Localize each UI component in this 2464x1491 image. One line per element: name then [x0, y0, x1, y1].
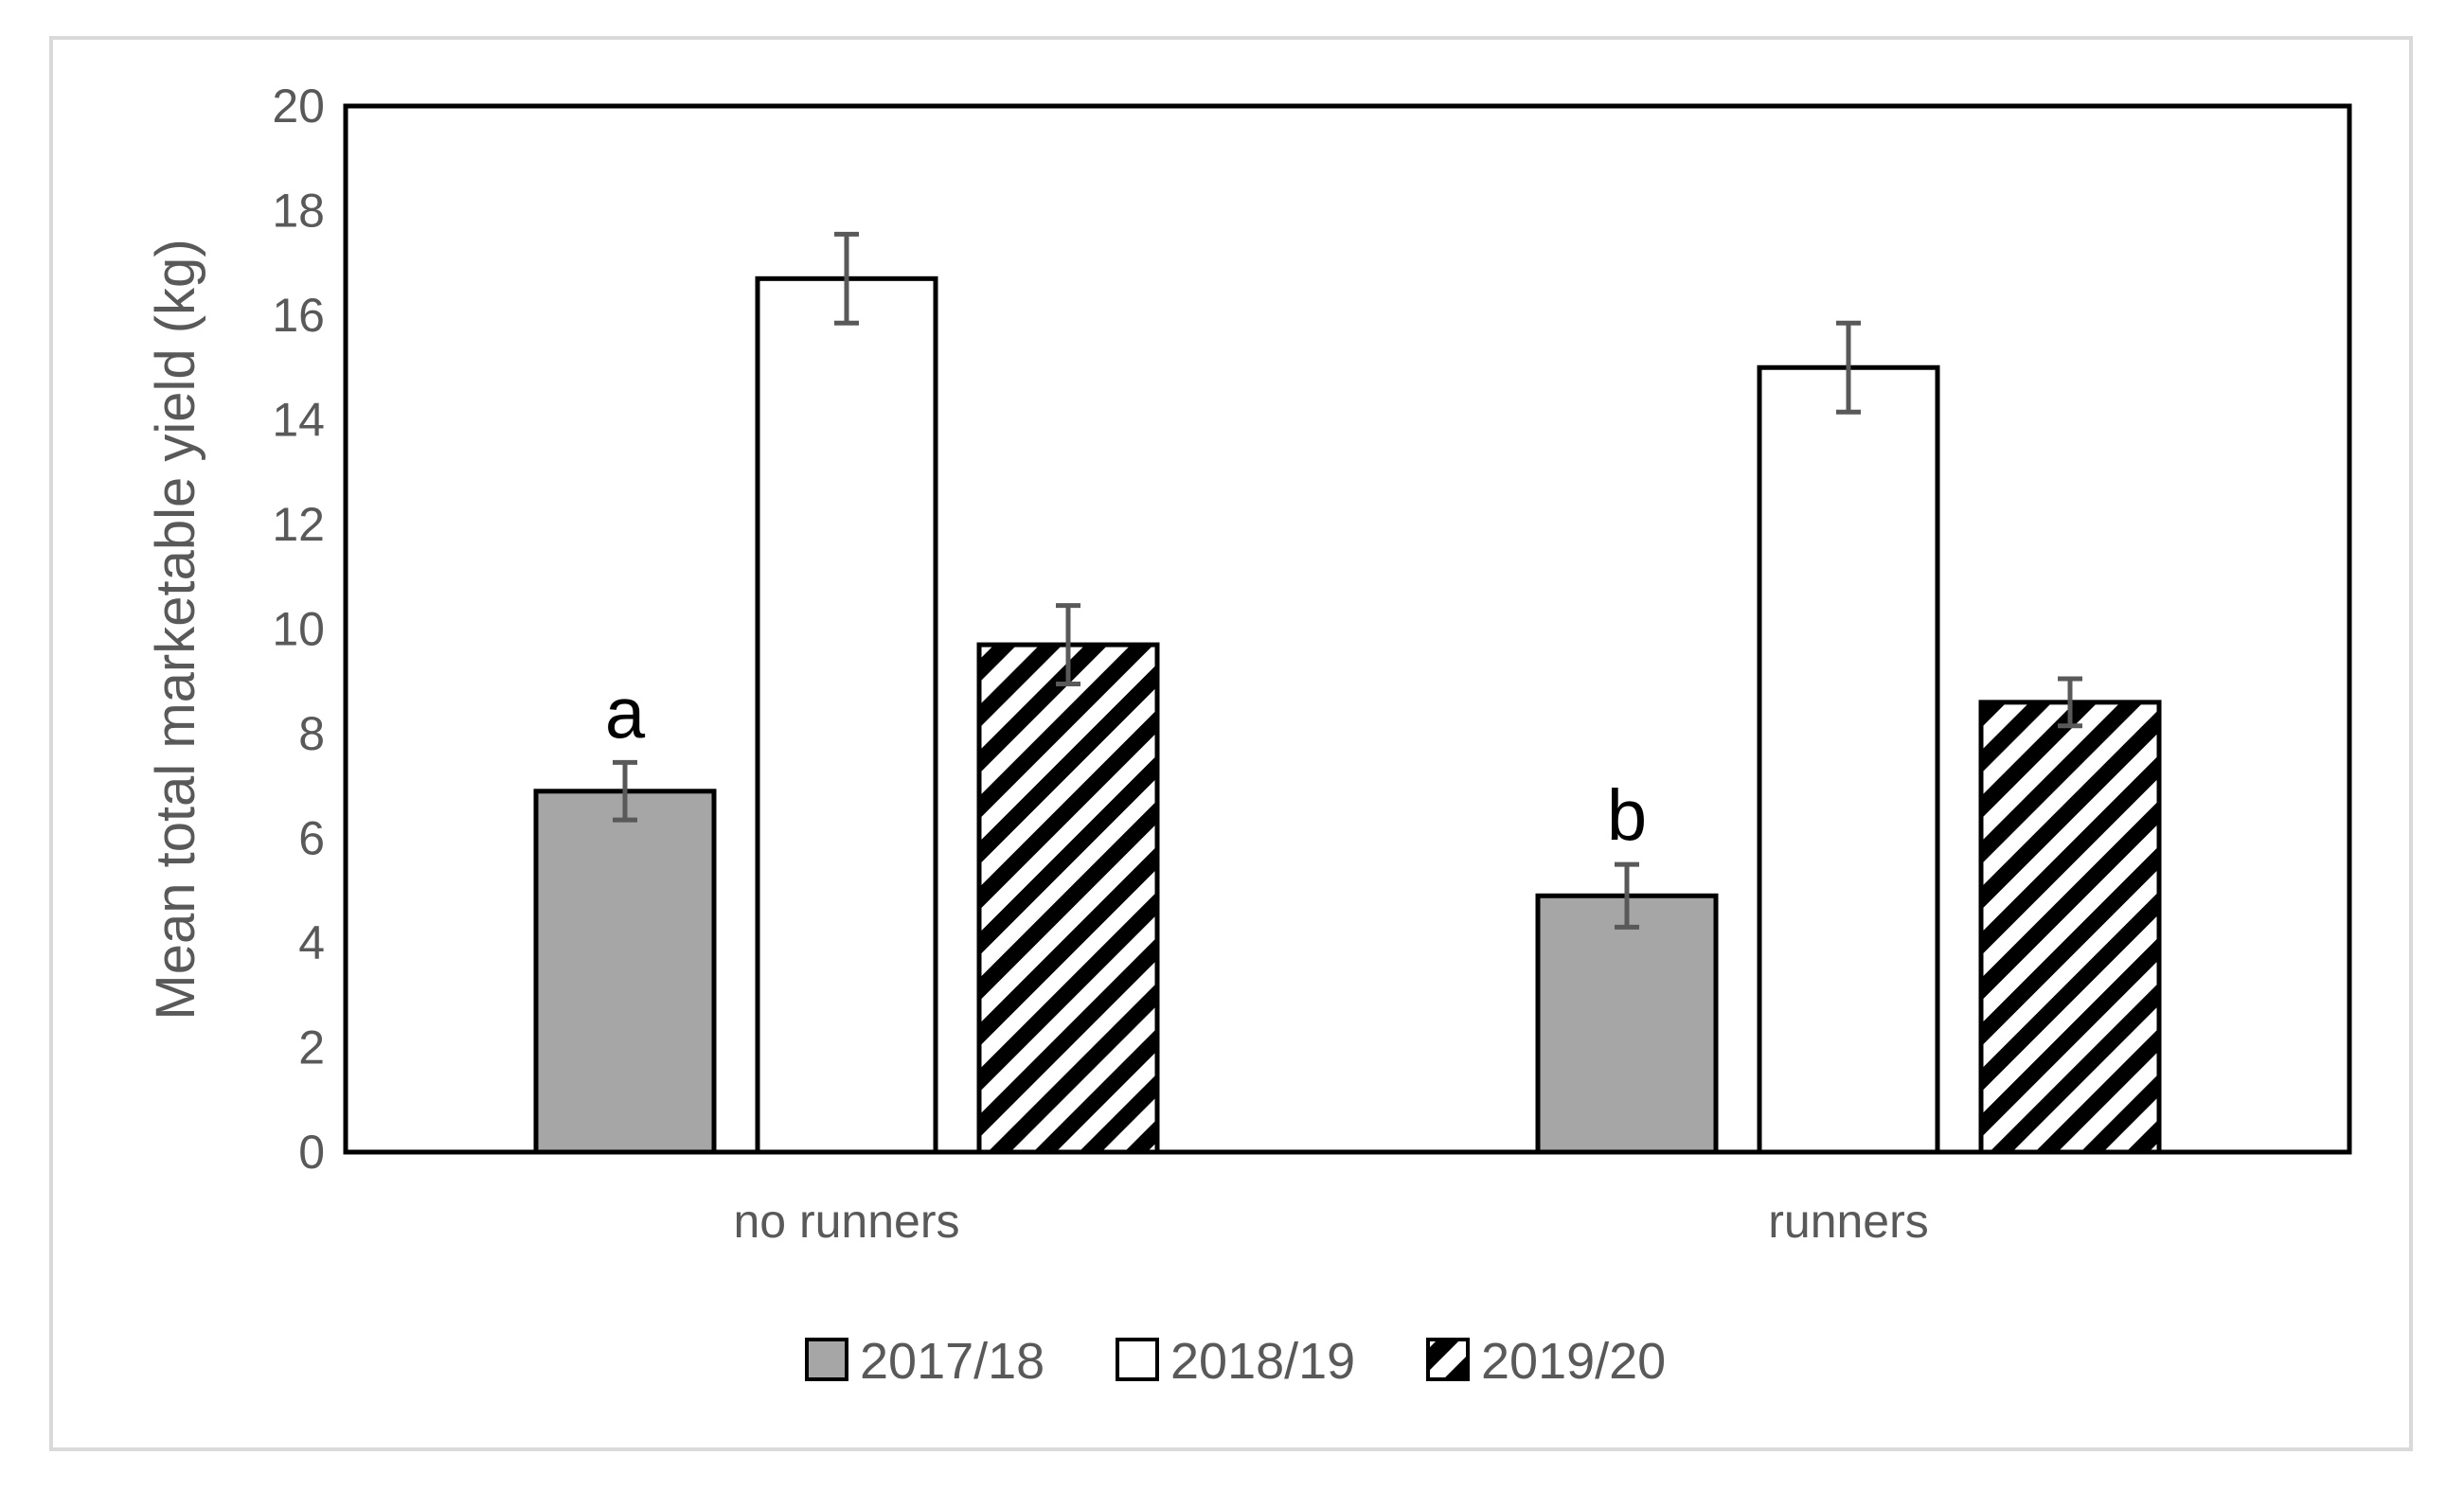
y-tick-label: 2 [298, 1021, 325, 1074]
legend-swatch [805, 1338, 848, 1381]
y-tick-label: 0 [298, 1126, 325, 1179]
y-tick-label: 16 [272, 289, 325, 342]
bar [1535, 893, 1719, 1155]
legend-label: 2018/19 [1170, 1333, 1355, 1390]
y-tick-label: 12 [272, 498, 325, 551]
category-label: runners [1768, 1195, 1929, 1248]
legend-label: 2019/20 [1481, 1333, 1666, 1390]
y-tick-label: 18 [272, 185, 325, 238]
bar [976, 642, 1160, 1155]
y-tick-label: 10 [272, 603, 325, 656]
legend-label: 2017/18 [860, 1333, 1045, 1390]
significance-letter: b [1607, 775, 1647, 856]
legend-swatch [1426, 1338, 1470, 1381]
bar [1978, 700, 2162, 1155]
bar [755, 275, 938, 1155]
bar [1757, 364, 1940, 1155]
bar [533, 789, 717, 1155]
y-tick-label: 14 [272, 394, 325, 447]
legend-swatch [1116, 1338, 1159, 1381]
significance-letter: a [605, 673, 646, 754]
y-tick-label: 4 [298, 916, 325, 969]
y-tick-label: 8 [298, 707, 325, 760]
y-tick-label: 6 [298, 812, 325, 865]
category-label: no runners [733, 1195, 959, 1248]
y-axis-title: Mean total marketable yield (kg) [145, 239, 206, 1020]
y-tick-label: 20 [272, 80, 325, 133]
plot-area [343, 103, 2352, 1155]
